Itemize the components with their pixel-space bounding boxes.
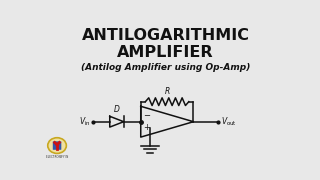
Text: $V_{\rm out}$: $V_{\rm out}$ <box>220 115 236 128</box>
Text: AMPLIFIER: AMPLIFIER <box>117 45 214 60</box>
Text: ANTILOGARITHMIC: ANTILOGARITHMIC <box>82 28 250 43</box>
Text: (Antilog Amplifier using Op-Amp): (Antilog Amplifier using Op-Amp) <box>81 63 250 72</box>
FancyBboxPatch shape <box>53 141 61 150</box>
Text: ELECTRONIFY IN: ELECTRONIFY IN <box>46 155 68 159</box>
Text: +: + <box>143 123 150 132</box>
Text: $V_{\rm in}$: $V_{\rm in}$ <box>79 115 90 128</box>
Text: −: − <box>143 111 150 120</box>
Text: R: R <box>164 87 170 96</box>
Text: D: D <box>114 105 120 114</box>
Ellipse shape <box>48 138 66 153</box>
